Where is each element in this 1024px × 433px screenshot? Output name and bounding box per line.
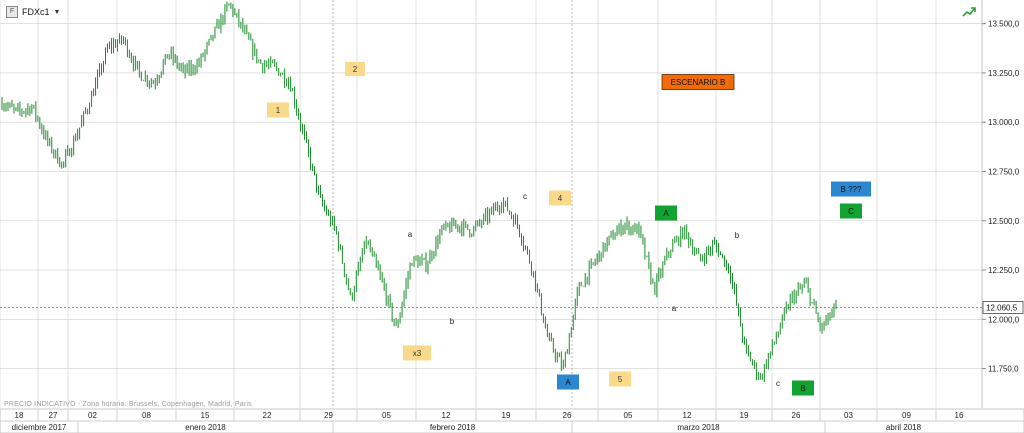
- wave-label: 1: [267, 102, 289, 118]
- wave-label: B ???: [831, 181, 871, 197]
- wave-label-box: [840, 203, 862, 219]
- x-day-label: 29: [324, 411, 333, 420]
- x-day-label: 15: [201, 411, 210, 420]
- x-day-label: 26: [563, 411, 572, 420]
- disclaimer-text: PRECIO INDICATIVO - Zona horaria: Brusse…: [4, 401, 252, 408]
- y-tick-label: 11.750,0: [988, 365, 1019, 374]
- x-day-label: 09: [902, 411, 911, 420]
- x-day-label: 26: [792, 411, 801, 420]
- x-day-label: 18: [15, 411, 24, 420]
- wave-labels: 1 2 ESCENARIO B 4 x3 A 5 A B ??? C Ba b c a b c: [267, 62, 871, 396]
- x-day-label: 27: [49, 411, 58, 420]
- wave-label: A: [655, 205, 677, 221]
- wave-label: A: [557, 374, 579, 390]
- x-day-label: 19: [740, 411, 749, 420]
- wave-annotation: a: [408, 230, 413, 239]
- x-day-label: 19: [502, 411, 511, 420]
- price-marker: 12.060,5: [982, 301, 1024, 314]
- symbol-name: FDXc1: [22, 7, 50, 17]
- y-tick-label: 13.500,0: [988, 20, 1020, 29]
- wave-annotation: b: [735, 231, 740, 240]
- wave-label-text: 5: [618, 375, 623, 384]
- wave-label: C: [840, 203, 862, 219]
- wave-label: B: [792, 380, 814, 396]
- wave-label: 5: [609, 371, 631, 387]
- wave-label-box: [792, 380, 814, 396]
- wave-label-text: A: [565, 378, 571, 387]
- wave-label-text: A: [663, 209, 669, 218]
- wave-label-text: 1: [276, 106, 281, 115]
- x-month-label: abril 2018: [886, 423, 922, 432]
- wave-label-box: [557, 374, 579, 390]
- candlestick-series: [1, 1, 837, 383]
- x-axis: 18 27 02 08 15 22 29 05 12 19 26 05 12 19 26 03 09 16 dici…: [0, 408, 1024, 433]
- price-marker-label: 12.060,5: [986, 303, 1018, 312]
- wave-annotation: c: [523, 192, 527, 201]
- wave-label-text: C: [848, 207, 854, 216]
- x-day-label: 22: [263, 411, 272, 420]
- x-day-label: 08: [142, 411, 151, 420]
- wave-label: 2: [345, 62, 365, 76]
- wave-label-text: 2: [353, 65, 358, 74]
- x-month-label: enero 2018: [185, 423, 226, 432]
- y-axis: 13.500,0 13.250,0 13.000,0 12.750,0 12.500,0…: [981, 0, 1024, 408]
- x-month-label: febrero 2018: [430, 423, 476, 432]
- x-day-label: 16: [955, 411, 964, 420]
- wave-annotation: b: [450, 317, 455, 326]
- x-day-label: 05: [382, 411, 391, 420]
- wave-label: 4: [549, 190, 571, 206]
- x-month-label: diciembre 2017: [12, 423, 67, 432]
- x-month-label: marzo 2018: [677, 423, 720, 432]
- trend-arrow-icon[interactable]: [962, 6, 976, 18]
- price-marker-box: [982, 301, 1024, 314]
- dropdown-caret-icon[interactable]: ▼: [53, 8, 61, 16]
- x-day-label: 12: [683, 411, 692, 420]
- y-tick-label: 12.750,0: [988, 167, 1020, 176]
- wave-label-text: ESCENARIO B: [671, 78, 726, 87]
- wave-annotation: c: [776, 379, 780, 388]
- x-day-label: 12: [442, 411, 451, 420]
- wave-label-box: [345, 62, 365, 76]
- wave-label-box: [661, 74, 735, 90]
- wave-label-text: 4: [558, 194, 563, 203]
- wave-label-box: [267, 102, 289, 118]
- wave-label-box: [609, 371, 631, 387]
- wave-label-box: [549, 190, 571, 206]
- chart-grid: [0, 0, 983, 408]
- y-tick-label: 12.000,0: [988, 315, 1020, 324]
- x-day-label: 05: [624, 411, 633, 420]
- y-tick-label: 13.000,0: [988, 118, 1020, 127]
- y-tick-label: 13.250,0: [988, 69, 1020, 78]
- y-tick-label: 12.250,0: [988, 266, 1020, 275]
- wave-label-box: [831, 181, 871, 197]
- wave-label-text: B: [800, 384, 805, 393]
- symbol-selector[interactable]: F FDXc1 ▼: [6, 6, 60, 18]
- wave-label-text: x3: [413, 349, 422, 358]
- y-tick-label: 12.500,0: [988, 217, 1020, 226]
- wave-annotation: a: [672, 304, 677, 313]
- wave-label: x3: [403, 345, 431, 361]
- wave-label-box: [403, 345, 431, 361]
- symbol-icon: F: [6, 6, 18, 18]
- wave-label-text: B ???: [841, 185, 862, 194]
- wave-label: ESCENARIO B: [661, 74, 735, 90]
- wave-label-box: [655, 205, 677, 221]
- x-day-label: 02: [88, 411, 97, 420]
- x-day-label: 03: [844, 411, 853, 420]
